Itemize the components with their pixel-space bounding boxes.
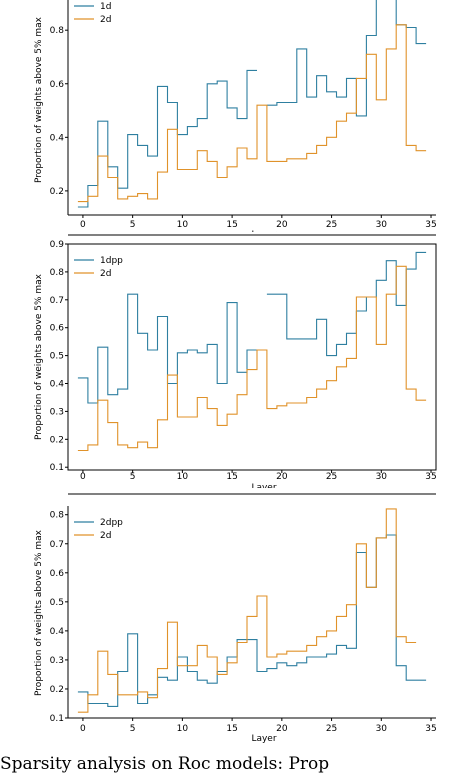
legend-label-1dpp: 1dpp: [100, 256, 123, 266]
y-tick-label: 0.6: [50, 80, 65, 90]
y-tick-label: 0.6: [50, 324, 65, 334]
y-tick-label: 0.1: [50, 714, 64, 724]
x-tick-label: 35: [425, 220, 436, 230]
y-axis-label: Proportion of weights above 5% max: [34, 529, 44, 696]
x-tick-label: 0: [80, 220, 86, 230]
y-tick-label: 0.8: [50, 26, 65, 36]
legend-label-1d: 1d: [100, 2, 111, 12]
y-tick-label: 0.7: [50, 540, 64, 550]
y-axis-label: Proportion of weights above 5% max: [34, 273, 44, 440]
y-tick-label: 0.7: [50, 296, 64, 306]
x-axis-label: Layer: [251, 483, 276, 488]
x-tick-label: 30: [376, 472, 388, 482]
legend-label-2d: 2d: [100, 269, 111, 279]
x-tick-label: 25: [326, 220, 337, 230]
y-tick-label: 0.6: [50, 569, 65, 579]
x-tick-label: 10: [177, 724, 189, 734]
series-line-2dpp: [77, 534, 427, 707]
x-tick-label: 30: [376, 220, 388, 230]
y-tick-label: 0.9: [50, 240, 65, 250]
legend-label-2dpp: 2dpp: [100, 518, 123, 528]
x-tick-label: 10: [177, 472, 189, 482]
y-tick-label: 0.2: [50, 435, 64, 445]
x-tick-label: 0: [80, 724, 86, 734]
y-tick-label: 0.3: [50, 656, 64, 666]
plot-frame: [67, 243, 437, 471]
x-tick-label: 35: [425, 724, 436, 734]
series-line-2d: [77, 265, 427, 452]
y-tick-label: 0.5: [50, 598, 64, 608]
y-tick-label: 0.8: [50, 511, 65, 521]
y-axis-label: Proportion of weights above 5% max: [34, 16, 44, 183]
y-tick-label: 0.4: [50, 380, 65, 390]
x-tick-label: 25: [326, 724, 337, 734]
x-tick-label: 5: [130, 472, 136, 482]
series-line-2d: [77, 24, 427, 203]
x-axis-label: Layer: [251, 230, 276, 232]
x-tick-label: 15: [226, 724, 237, 734]
x-tick-label: 5: [130, 220, 136, 230]
y-tick-label: 0.8: [50, 268, 65, 278]
x-tick-label: 35: [425, 472, 436, 482]
y-tick-label: 0.3: [50, 407, 64, 417]
x-tick-label: 30: [376, 724, 388, 734]
chart-middle: 0 5 10 15 20 25 30 35 0.1 0.2 0.3 0.4 0.5 0.6 0.7 0.8 0.…: [34, 234, 437, 488]
series-line-1dpp: [77, 251, 427, 404]
y-tick-label: 0.1: [50, 463, 64, 473]
y-tick-label: 0.2: [50, 187, 64, 197]
x-tick-label: 25: [326, 472, 337, 482]
series-line-1d: [77, 0, 427, 208]
y-tick-label: 0.2: [50, 685, 64, 695]
y-tick-label: 0.4: [50, 627, 65, 637]
x-tick-label: 5: [130, 724, 136, 734]
x-tick-label: 20: [276, 220, 288, 230]
chart-bottom: 0 5 10 15 20 25 30 35 0.1 0.2 0.3 0.4 0.5 0.6 0.7 0.8 La…: [34, 493, 437, 744]
x-tick-label: 0: [80, 472, 86, 482]
y-tick-label: 0.5: [50, 352, 64, 362]
legend-label-2d: 2d: [100, 15, 111, 25]
series-line-2d: [77, 508, 417, 713]
x-axis-label: Layer: [251, 734, 276, 744]
x-tick-label: 10: [177, 220, 189, 230]
legend-label-2d: 2d: [100, 531, 111, 541]
x-tick-label: 15: [226, 472, 237, 482]
x-tick-label: 15: [226, 220, 237, 230]
chart-top: 0 5 10 15 20 25 30 35 0.2 0.4 0.6 0.8 Layer Proportio…: [34, 0, 437, 232]
x-tick-label: 20: [276, 472, 288, 482]
figure-caption: Sparsity analysis on Roc models: Prop: [0, 754, 330, 774]
x-tick-label: 20: [276, 724, 288, 734]
y-tick-label: 0.4: [50, 133, 65, 143]
